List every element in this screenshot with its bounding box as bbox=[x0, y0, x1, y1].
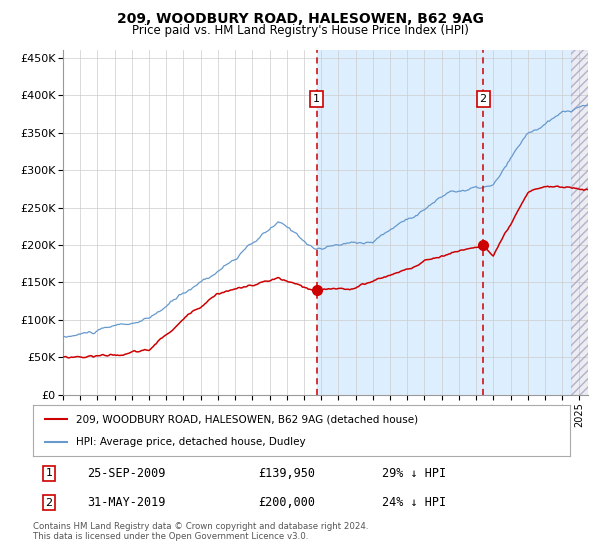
Bar bbox=[317, 50, 571, 395]
Bar bbox=[571, 50, 588, 395]
Text: 31-MAY-2019: 31-MAY-2019 bbox=[87, 496, 165, 509]
Bar bbox=[571, 50, 588, 395]
Text: Contains HM Land Registry data © Crown copyright and database right 2024.
This d: Contains HM Land Registry data © Crown c… bbox=[33, 522, 368, 542]
Text: 2: 2 bbox=[46, 498, 53, 508]
Text: 1: 1 bbox=[46, 468, 53, 478]
Text: 29% ↓ HPI: 29% ↓ HPI bbox=[382, 467, 446, 480]
Text: 209, WOODBURY ROAD, HALESOWEN, B62 9AG (detached house): 209, WOODBURY ROAD, HALESOWEN, B62 9AG (… bbox=[76, 414, 418, 424]
Text: £200,000: £200,000 bbox=[259, 496, 316, 509]
Text: 2: 2 bbox=[479, 94, 487, 104]
Text: Price paid vs. HM Land Registry's House Price Index (HPI): Price paid vs. HM Land Registry's House … bbox=[131, 24, 469, 37]
Text: £139,950: £139,950 bbox=[259, 467, 316, 480]
Text: 209, WOODBURY ROAD, HALESOWEN, B62 9AG: 209, WOODBURY ROAD, HALESOWEN, B62 9AG bbox=[116, 12, 484, 26]
Text: 24% ↓ HPI: 24% ↓ HPI bbox=[382, 496, 446, 509]
Text: HPI: Average price, detached house, Dudley: HPI: Average price, detached house, Dudl… bbox=[76, 437, 305, 447]
Text: 25-SEP-2009: 25-SEP-2009 bbox=[87, 467, 165, 480]
Text: 1: 1 bbox=[313, 94, 320, 104]
